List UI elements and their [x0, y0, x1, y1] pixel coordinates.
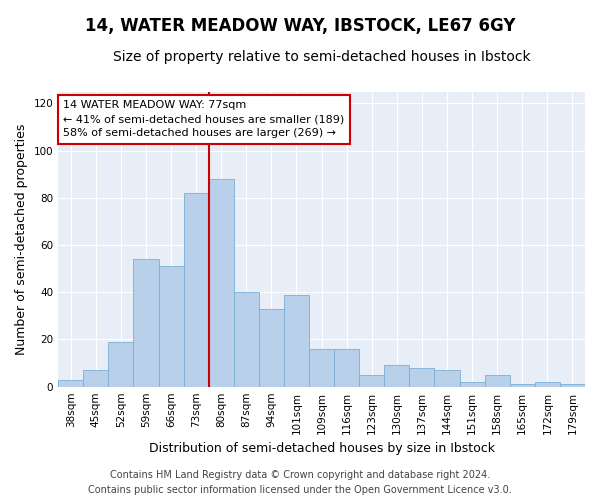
- Bar: [234, 292, 259, 386]
- Bar: [409, 368, 434, 386]
- Bar: [385, 366, 409, 386]
- Title: Size of property relative to semi-detached houses in Ibstock: Size of property relative to semi-detach…: [113, 50, 530, 64]
- Bar: [158, 266, 184, 386]
- Bar: [284, 294, 309, 386]
- Bar: [359, 375, 385, 386]
- Bar: [309, 349, 334, 387]
- Text: Contains HM Land Registry data © Crown copyright and database right 2024.
Contai: Contains HM Land Registry data © Crown c…: [88, 470, 512, 495]
- Bar: [184, 193, 209, 386]
- Bar: [209, 179, 234, 386]
- Bar: [510, 384, 535, 386]
- Bar: [109, 342, 133, 386]
- Bar: [133, 259, 158, 386]
- Bar: [560, 384, 585, 386]
- Bar: [259, 309, 284, 386]
- Bar: [334, 349, 359, 387]
- Bar: [434, 370, 460, 386]
- Bar: [485, 375, 510, 386]
- Text: 14, WATER MEADOW WAY, IBSTOCK, LE67 6GY: 14, WATER MEADOW WAY, IBSTOCK, LE67 6GY: [85, 18, 515, 36]
- Bar: [535, 382, 560, 386]
- Bar: [58, 380, 83, 386]
- Y-axis label: Number of semi-detached properties: Number of semi-detached properties: [15, 124, 28, 355]
- Text: 14 WATER MEADOW WAY: 77sqm
← 41% of semi-detached houses are smaller (189)
58% o: 14 WATER MEADOW WAY: 77sqm ← 41% of semi…: [64, 100, 344, 138]
- Bar: [83, 370, 109, 386]
- Bar: [460, 382, 485, 386]
- X-axis label: Distribution of semi-detached houses by size in Ibstock: Distribution of semi-detached houses by …: [149, 442, 494, 455]
